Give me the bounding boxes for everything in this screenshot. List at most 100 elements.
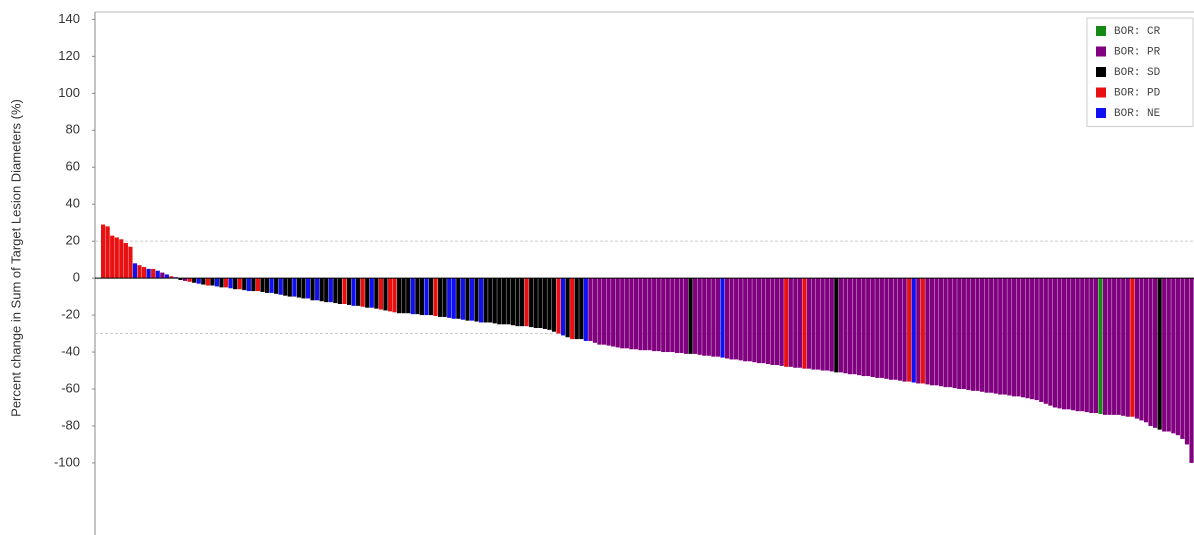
bar	[438, 278, 443, 317]
bar	[793, 278, 798, 368]
bar	[1030, 278, 1035, 400]
bar	[128, 246, 133, 279]
bar	[984, 278, 989, 393]
bar	[264, 278, 270, 293]
bar	[547, 278, 552, 330]
bar	[588, 278, 593, 341]
bar	[970, 278, 976, 391]
y-axis-label: Percent change in Sum of Target Lesion D…	[8, 99, 23, 417]
bar	[506, 278, 511, 325]
bar	[597, 278, 602, 345]
bar	[237, 278, 242, 290]
bar	[283, 278, 288, 296]
bar	[861, 278, 866, 377]
bar	[688, 278, 693, 354]
legend-swatch	[1096, 26, 1106, 36]
bar	[843, 278, 848, 374]
bar	[187, 278, 192, 282]
bar	[114, 237, 119, 279]
bar	[1066, 278, 1071, 410]
bar	[966, 278, 971, 390]
bar	[825, 278, 830, 371]
y-tick-label: 20	[66, 233, 80, 248]
bar	[1071, 278, 1076, 411]
bar	[310, 278, 315, 301]
bar	[529, 278, 534, 328]
bar	[501, 278, 506, 325]
bar	[214, 278, 220, 287]
bar	[565, 278, 570, 338]
bar	[574, 278, 579, 340]
bar	[989, 278, 994, 393]
bar	[219, 278, 224, 288]
bar	[255, 278, 261, 292]
bar	[916, 278, 921, 384]
bar	[1043, 278, 1048, 404]
bar	[538, 278, 543, 329]
bar	[533, 278, 538, 329]
bar	[583, 278, 588, 341]
bar	[1002, 278, 1007, 395]
legend-swatch	[1096, 67, 1106, 77]
bar	[406, 278, 411, 314]
bar	[428, 278, 434, 316]
bar	[1034, 278, 1039, 401]
y-tick-label: -80	[61, 417, 80, 432]
bar	[797, 278, 802, 368]
bar	[756, 278, 761, 364]
bar	[160, 272, 165, 279]
bar	[656, 278, 661, 352]
bar	[123, 243, 128, 279]
bar	[998, 278, 1003, 395]
bar	[775, 278, 780, 365]
bar	[105, 226, 110, 279]
bar	[1162, 278, 1167, 432]
bar	[1107, 278, 1112, 415]
y-tick-label: 80	[66, 122, 80, 137]
bar	[342, 278, 347, 304]
bar	[510, 278, 516, 326]
bar	[1139, 278, 1144, 421]
bar	[1184, 278, 1190, 445]
bar	[601, 278, 607, 345]
bar	[465, 278, 470, 321]
bar	[679, 278, 684, 353]
bar	[866, 278, 871, 377]
bar	[287, 278, 292, 297]
bar	[979, 278, 985, 392]
bar	[943, 278, 948, 388]
bar	[920, 278, 925, 384]
bar	[378, 278, 383, 310]
bar	[665, 278, 670, 353]
bar	[169, 276, 174, 279]
bar	[879, 278, 884, 378]
bar	[834, 278, 839, 373]
bar	[488, 278, 493, 323]
bar	[483, 278, 488, 323]
bar	[1084, 278, 1089, 413]
bar	[1130, 278, 1135, 417]
bar	[1020, 278, 1026, 398]
y-tick-label: -100	[54, 454, 80, 469]
y-tick-label: 40	[66, 196, 80, 211]
bar	[961, 278, 966, 390]
bar	[592, 278, 598, 343]
bar	[875, 278, 880, 378]
bar	[975, 278, 980, 391]
bar	[192, 278, 197, 283]
bar	[1011, 278, 1017, 397]
bar	[228, 278, 233, 289]
bar	[1121, 278, 1126, 416]
bar	[451, 278, 456, 319]
bar	[1057, 278, 1062, 409]
legend-swatch	[1096, 87, 1106, 98]
bar	[269, 278, 274, 293]
legend-label: BOR: PR	[1114, 46, 1161, 58]
bar	[929, 278, 935, 386]
legend-swatch	[1096, 46, 1106, 57]
bar	[765, 278, 771, 365]
bar	[292, 278, 297, 297]
bar	[1112, 278, 1117, 415]
